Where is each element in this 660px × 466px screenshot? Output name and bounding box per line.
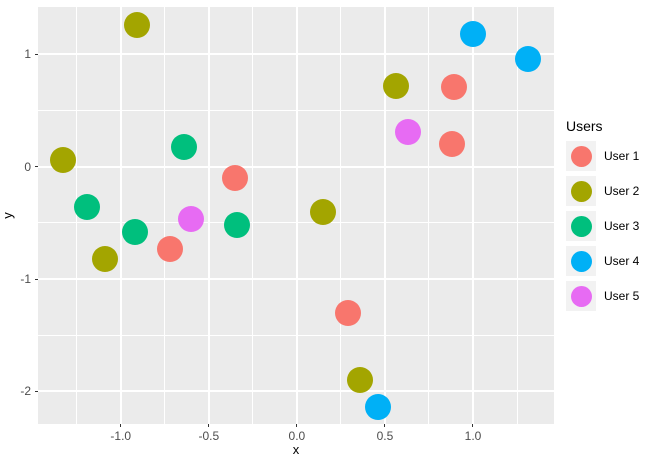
x-tick-label: 1.0 bbox=[464, 429, 482, 443]
y-major-gridline bbox=[38, 53, 554, 56]
x-minor-gridline bbox=[252, 7, 254, 424]
x-minor-gridline bbox=[516, 7, 518, 424]
y-major-gridline bbox=[38, 165, 554, 168]
data-point bbox=[178, 206, 205, 233]
legend-swatch-icon bbox=[570, 180, 592, 202]
x-tick-label: -1.0 bbox=[110, 429, 132, 443]
x-axis-title: x bbox=[292, 442, 300, 457]
legend-key bbox=[566, 246, 596, 276]
data-point bbox=[123, 11, 150, 38]
data-point bbox=[334, 299, 361, 326]
x-tick-mark bbox=[296, 424, 298, 427]
data-point bbox=[91, 245, 118, 272]
x-tick-mark bbox=[384, 424, 386, 427]
data-point bbox=[121, 218, 148, 245]
legend-item: User 4 bbox=[566, 246, 660, 276]
x-tick-label: -0.5 bbox=[198, 429, 220, 443]
legend-title: Users bbox=[566, 118, 603, 134]
x-minor-gridline bbox=[428, 7, 430, 424]
data-point bbox=[364, 394, 391, 421]
y-tick-label: 1 bbox=[24, 47, 31, 62]
data-point bbox=[394, 118, 421, 145]
legend-key bbox=[566, 211, 596, 241]
y-tick-label: -1 bbox=[20, 272, 31, 286]
legend-key bbox=[566, 281, 596, 311]
legend-key bbox=[566, 176, 596, 206]
x-major-gridline bbox=[471, 7, 474, 424]
y-major-gridline bbox=[38, 390, 554, 393]
data-point bbox=[74, 194, 101, 221]
x-tick-label: 0.5 bbox=[376, 429, 394, 443]
legend-item-label: User 3 bbox=[604, 219, 640, 233]
legend-item: User 5 bbox=[566, 281, 660, 311]
x-tick-mark bbox=[208, 424, 210, 427]
legend-item-label: User 5 bbox=[604, 289, 640, 303]
y-tick-label: 0 bbox=[24, 159, 31, 174]
y-tick-mark bbox=[35, 53, 38, 55]
y-tick-mark bbox=[35, 166, 38, 168]
y-tick-mark bbox=[35, 390, 38, 392]
data-point bbox=[440, 73, 467, 100]
data-point bbox=[49, 146, 76, 173]
legend-items: User 1 User 2 User 3 User 4 User 5 bbox=[566, 141, 660, 311]
x-minor-gridline bbox=[340, 7, 342, 424]
x-major-gridline bbox=[207, 7, 210, 424]
data-point bbox=[310, 198, 337, 225]
plot-panel bbox=[38, 7, 554, 424]
legend-item: User 3 bbox=[566, 211, 660, 241]
y-tick-mark bbox=[35, 278, 38, 280]
legend-item-label: User 2 bbox=[604, 184, 640, 198]
legend-swatch-icon bbox=[570, 215, 592, 237]
data-point bbox=[459, 20, 486, 47]
x-tick-mark bbox=[120, 424, 122, 427]
legend-item-label: User 4 bbox=[604, 254, 640, 268]
data-point bbox=[224, 212, 250, 239]
legend-key bbox=[566, 141, 596, 171]
x-major-gridline bbox=[295, 7, 298, 424]
legend-item: User 2 bbox=[566, 176, 660, 206]
legend-item-label: User 1 bbox=[604, 149, 640, 163]
data-point bbox=[157, 235, 184, 262]
x-minor-gridline bbox=[164, 7, 166, 424]
legend-swatch-icon bbox=[570, 145, 592, 167]
data-point bbox=[171, 134, 198, 161]
x-major-gridline bbox=[383, 7, 386, 424]
legend-swatch-icon bbox=[570, 285, 592, 307]
y-major-gridline bbox=[38, 278, 554, 280]
y-axis-title: y bbox=[0, 212, 15, 219]
x-tick-label: 0.0 bbox=[288, 429, 306, 443]
y-tick-label: -2 bbox=[20, 384, 31, 399]
data-point bbox=[347, 367, 374, 394]
data-point bbox=[514, 45, 541, 72]
legend: Users User 1 User 2 User 3 User 4 User 5 bbox=[566, 118, 660, 316]
legend-swatch-icon bbox=[570, 250, 592, 272]
legend-item: User 1 bbox=[566, 141, 660, 171]
x-major-gridline bbox=[119, 7, 122, 424]
data-point bbox=[382, 72, 409, 99]
x-tick-mark bbox=[472, 424, 474, 427]
data-point bbox=[438, 131, 465, 158]
data-point bbox=[222, 164, 249, 191]
